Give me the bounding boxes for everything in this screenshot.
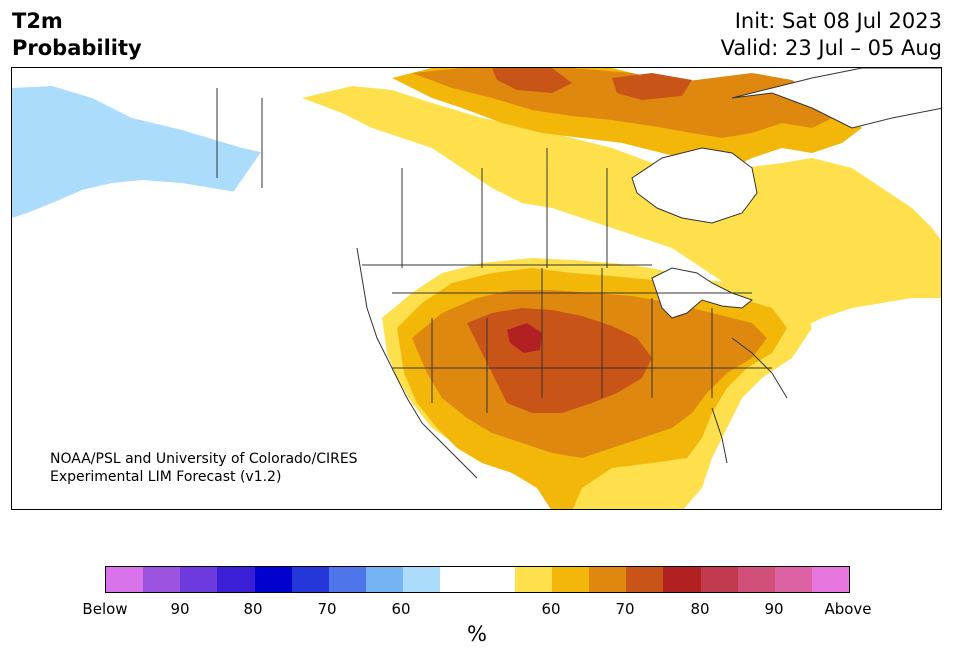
colorbar-segment	[291, 567, 329, 592]
colorbar-segment	[551, 567, 590, 592]
colorbar-segment	[774, 567, 812, 592]
colorbar-tick-label: Above	[824, 600, 872, 618]
colorbar-tick-label: 80	[243, 600, 263, 618]
arctic-white	[731, 68, 941, 129]
colorbar-segment	[514, 567, 552, 592]
colorbar-segment	[700, 567, 738, 592]
colorbar-tick-label: 80	[690, 600, 710, 618]
colorbar-segment	[106, 567, 144, 592]
colorbar-segment	[403, 567, 441, 592]
colorbar-tick-label: 90	[170, 600, 190, 618]
forecast-map: NOAA/PSL and University of Colorado/CIRE…	[11, 67, 942, 510]
credit-line-2: Experimental LIM Forecast (v1.2)	[50, 469, 282, 485]
colorbar-tick-label: 70	[615, 600, 635, 618]
borders	[216, 88, 788, 479]
colorbar-tick-label: 60	[541, 600, 561, 618]
above-75-canada-2	[612, 73, 692, 100]
title-block: T2m Probability	[12, 8, 142, 62]
colorbar	[105, 566, 850, 593]
colorbar-segment	[143, 567, 181, 592]
credit-text: NOAA/PSL and University of Colorado/CIRE…	[50, 450, 358, 486]
colorbar-tick-label: 70	[317, 600, 337, 618]
hudson-bay	[631, 147, 758, 224]
colorbar-tick-label: Below	[82, 600, 128, 618]
above-80-us	[507, 323, 542, 353]
colorbar-segment	[366, 567, 404, 592]
colorbar-segment	[589, 567, 627, 592]
colorbar-segment	[477, 567, 515, 592]
init-date: Init: Sat 08 Jul 2023	[734, 9, 942, 33]
valid-date: Valid: 23 Jul – 05 Aug	[720, 36, 942, 60]
colorbar-segment	[811, 567, 850, 592]
variable-title: T2m	[12, 9, 63, 33]
colorbar-segment	[737, 567, 775, 592]
colorbar-segment	[328, 567, 367, 592]
colorbar-segment	[663, 567, 701, 592]
colorbar-units: %	[467, 622, 487, 646]
colorbar-segment	[180, 567, 218, 592]
above-75-canada	[492, 68, 572, 93]
colorbar-segment	[440, 567, 478, 592]
colorbar-segment	[217, 567, 255, 592]
map-canvas	[12, 68, 941, 509]
colorbar-segment	[626, 567, 664, 592]
product-title: Probability	[12, 36, 142, 60]
above-60-canada	[302, 86, 941, 328]
date-block: Init: Sat 08 Jul 2023 Valid: 23 Jul – 05…	[721, 8, 942, 62]
colorbar-tick-label: 60	[391, 600, 411, 618]
colorbar-tick-label: 90	[764, 600, 784, 618]
colorbar-segment	[254, 567, 292, 592]
credit-line-1: NOAA/PSL and University of Colorado/CIRE…	[50, 451, 358, 467]
